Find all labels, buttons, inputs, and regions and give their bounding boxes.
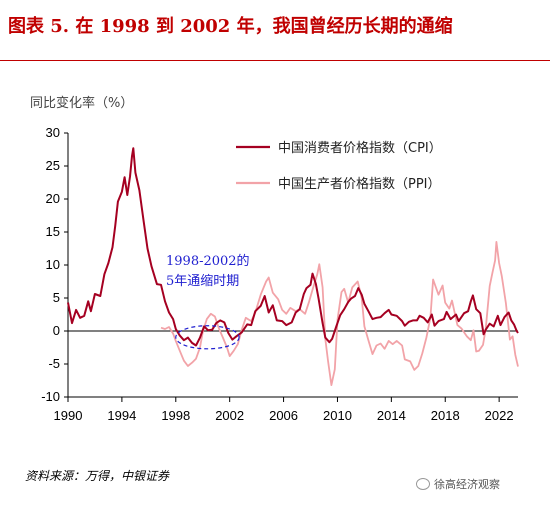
y-tick-label: -5 [48, 356, 60, 371]
deflation-period-ellipse [175, 325, 240, 350]
x-tick-label: 1994 [107, 408, 136, 423]
x-tick-label: 2014 [377, 408, 406, 423]
y-tick-label: 30 [46, 125, 60, 140]
x-ticks: 1990 1994 1998 2002 2006 2010 2014 2018 2022 [54, 397, 514, 423]
y-tick-label: 0 [53, 323, 60, 338]
annotation-line-1: 1998-2002的 [166, 253, 250, 269]
watermark-text: 徐高经济观察 [434, 478, 500, 491]
cpi-series-line [67, 147, 519, 347]
y-tick-label: -10 [41, 389, 60, 404]
y-tick-label: 25 [46, 158, 60, 173]
source-note: 资料来源：万得，中银证券 [25, 469, 170, 483]
series-layer [67, 147, 519, 386]
y-tick-label: 5 [53, 290, 60, 305]
y-tick-label: 20 [46, 191, 60, 206]
x-tick-label: 2006 [269, 408, 298, 423]
legend-cpi-label: 中国消费者价格指数（CPI） [278, 140, 442, 156]
x-tick-label: 2018 [431, 408, 460, 423]
x-tick-label: 2022 [485, 408, 514, 423]
x-tick-label: 1998 [161, 408, 190, 423]
annotation-line-2: 5年通缩时期 [166, 273, 239, 289]
y-axis-label: 同比变化率（%） [30, 95, 133, 111]
title-rule [0, 60, 550, 61]
x-tick-label: 2010 [323, 408, 352, 423]
watermark: 徐高经济观察 [416, 476, 500, 492]
chart-title: 图表 5. 在 1998 到 2002 年，我国曾经历长期的通缩 [8, 16, 453, 37]
x-tick-label: 2002 [215, 408, 244, 423]
y-tick-label: 10 [46, 257, 60, 272]
x-tick-label: 1990 [54, 408, 83, 423]
wechat-icon [416, 478, 430, 490]
legend: 中国消费者价格指数（CPI） 中国生产者价格指数（PPI） [236, 140, 442, 192]
chart-area: 同比变化率（%） 30 25 20 15 10 5 0 -5 -10 1990 1994 1998 2… [30, 95, 519, 423]
legend-ppi-label: 中国生产者价格指数（PPI） [278, 176, 441, 192]
y-tick-label: 15 [46, 224, 60, 239]
ppi-series-line [160, 241, 519, 386]
y-ticks: 30 25 20 15 10 5 0 -5 -10 [41, 125, 68, 404]
